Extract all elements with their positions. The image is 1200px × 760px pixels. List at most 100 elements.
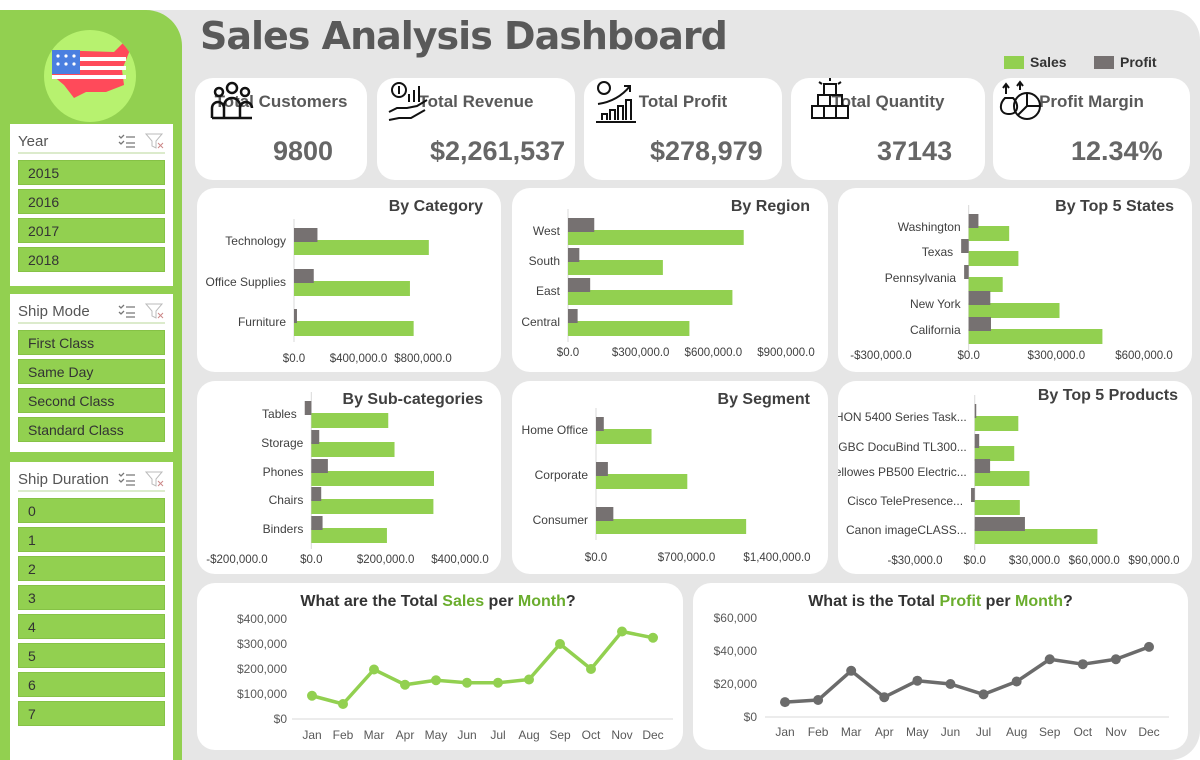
y-tick-label: $40,000 [714, 644, 758, 658]
data-point [1044, 654, 1055, 665]
sales-bar [968, 303, 1060, 318]
slicer-item-first-class[interactable]: First Class [18, 330, 165, 355]
slicer-item-standard-class[interactable]: Standard Class [18, 417, 165, 442]
title-part: Month [517, 593, 566, 610]
legend-swatch-sales [1004, 55, 1024, 69]
x-tick-label: May [906, 725, 929, 739]
profit-bar [568, 248, 580, 262]
slicer-item-2017[interactable]: 2017 [18, 218, 165, 243]
data-point [1110, 654, 1121, 665]
profit-bar [974, 459, 991, 473]
chart-by-top-5-products: By Top 5 Products HON 5400 Series Task...… [838, 381, 1192, 574]
kpi-total-revenue: Total Revenue $2,261,537 [377, 78, 575, 180]
kpi-value: 12.34% [1071, 136, 1163, 166]
page-title: Sales Analysis Dashboard [200, 14, 728, 58]
x-tick-label: Jun [457, 728, 476, 742]
category-label: Technology [225, 234, 286, 248]
sales-bar [311, 528, 387, 543]
data-point [846, 665, 857, 676]
data-point [1144, 641, 1154, 652]
bar-chart-svg: HON 5400 Series Task... GBC DocuBind TL30… [838, 395, 1180, 567]
profit-bar [968, 214, 979, 228]
x-tick-label: $600,000.0 [1115, 350, 1173, 362]
x-tick-label: $0.0 [557, 347, 579, 359]
profit-bar [568, 309, 578, 323]
y-tick-label: $100,000 [237, 687, 287, 701]
category-label: Consumer [533, 513, 588, 527]
x-tick-label: Feb [333, 728, 354, 742]
category-label: New York [910, 297, 962, 311]
sales-bar [568, 321, 690, 336]
profit-bar [294, 269, 314, 283]
category-label: Home Office [522, 423, 589, 437]
line-chart-svg: $0 $20,000 $40,000 $60,000 Jan Feb Mar Apr May Ju… [714, 611, 1169, 739]
slicer-item-4[interactable]: 4 [18, 614, 165, 639]
chart-title: What are the Total Sales per Month? [195, 593, 681, 611]
profit-bar [968, 317, 991, 331]
clear-filter-icon[interactable] [145, 133, 165, 149]
data-point [338, 699, 348, 709]
slicer-item-second-class[interactable]: Second Class [18, 388, 165, 413]
data-point [1077, 659, 1088, 670]
multi-select-icon[interactable] [117, 471, 137, 487]
multi-select-icon[interactable] [117, 133, 137, 149]
slicer-item-3[interactable]: 3 [18, 585, 165, 610]
slicer-item-2016[interactable]: 2016 [18, 189, 165, 214]
sales-bar [968, 277, 1003, 292]
kpi-total-customers: Total Customers 9800 [195, 78, 367, 180]
slicer-item-1[interactable]: 1 [18, 527, 165, 552]
profit-bar [304, 401, 312, 415]
chart-by-category: By Category Technology Office Supplies Furn… [197, 188, 501, 372]
sales-bar [311, 471, 434, 486]
profit-bar [311, 430, 320, 444]
slicer-item-0[interactable]: 0 [18, 498, 165, 523]
kpi-label: Total Revenue [418, 92, 534, 111]
chart-sales-per-month: What are the Total Sales per Month? $0 $1… [197, 583, 683, 750]
profit-bar [568, 218, 595, 232]
slicer-item-2[interactable]: 2 [18, 556, 165, 581]
x-tick-label: Apr [396, 728, 415, 742]
sales-bar [596, 429, 652, 444]
y-tick-label: $300,000 [237, 637, 287, 651]
category-label: Storage [261, 436, 303, 450]
slicer-year: Year 2015 2016 2017 2018 [10, 124, 173, 286]
data-point [524, 674, 534, 685]
legend-profit: Profit [1094, 54, 1157, 70]
category-label: Binders [263, 522, 304, 536]
x-tick-label: $0.0 [585, 552, 607, 564]
sales-bar [294, 321, 414, 336]
x-tick-label: Dec [1138, 725, 1159, 739]
chart-title: By Top 5 Products [1037, 387, 1178, 404]
multi-select-icon[interactable] [117, 303, 137, 319]
data-point [813, 695, 824, 706]
sales-bar [294, 281, 410, 296]
y-tick-label: $200,000 [237, 662, 287, 676]
title-part: ? [565, 593, 576, 610]
clear-filter-icon[interactable] [145, 471, 165, 487]
kpi-total-profit: Total Profit $278,979 [584, 78, 782, 180]
legend-swatch-profit [1094, 55, 1114, 69]
series-line [311, 629, 654, 706]
slicer-item-7[interactable]: 7 [18, 701, 165, 726]
x-tick-label: Aug [518, 728, 539, 742]
profit-bar [596, 507, 614, 521]
slicer-item-same-day[interactable]: Same Day [18, 359, 165, 384]
kpi-value: 37143 [877, 136, 953, 166]
profit-bar [596, 417, 604, 431]
clear-filter-icon[interactable] [145, 303, 165, 319]
profit-bar [974, 517, 1025, 531]
slicer-item-2015[interactable]: 2015 [18, 160, 165, 185]
category-label: Tables [262, 407, 297, 421]
profit-bar [961, 239, 969, 253]
x-tick-label: Nov [1105, 725, 1126, 739]
slicer-item-2018[interactable]: 2018 [18, 247, 165, 272]
sales-bar [968, 329, 1103, 344]
slicer-ship-mode: Ship Mode First Class Same Day Second Cl… [10, 294, 173, 452]
x-tick-label: $700,000.0 [658, 552, 716, 564]
sales-bar [968, 226, 1010, 241]
slicer-item-6[interactable]: 6 [18, 672, 165, 697]
slicer-item-5[interactable]: 5 [18, 643, 165, 668]
data-point [978, 689, 989, 700]
title-part: ? [1063, 593, 1073, 610]
category-label: ellowes PB500 Electric... [838, 465, 967, 479]
